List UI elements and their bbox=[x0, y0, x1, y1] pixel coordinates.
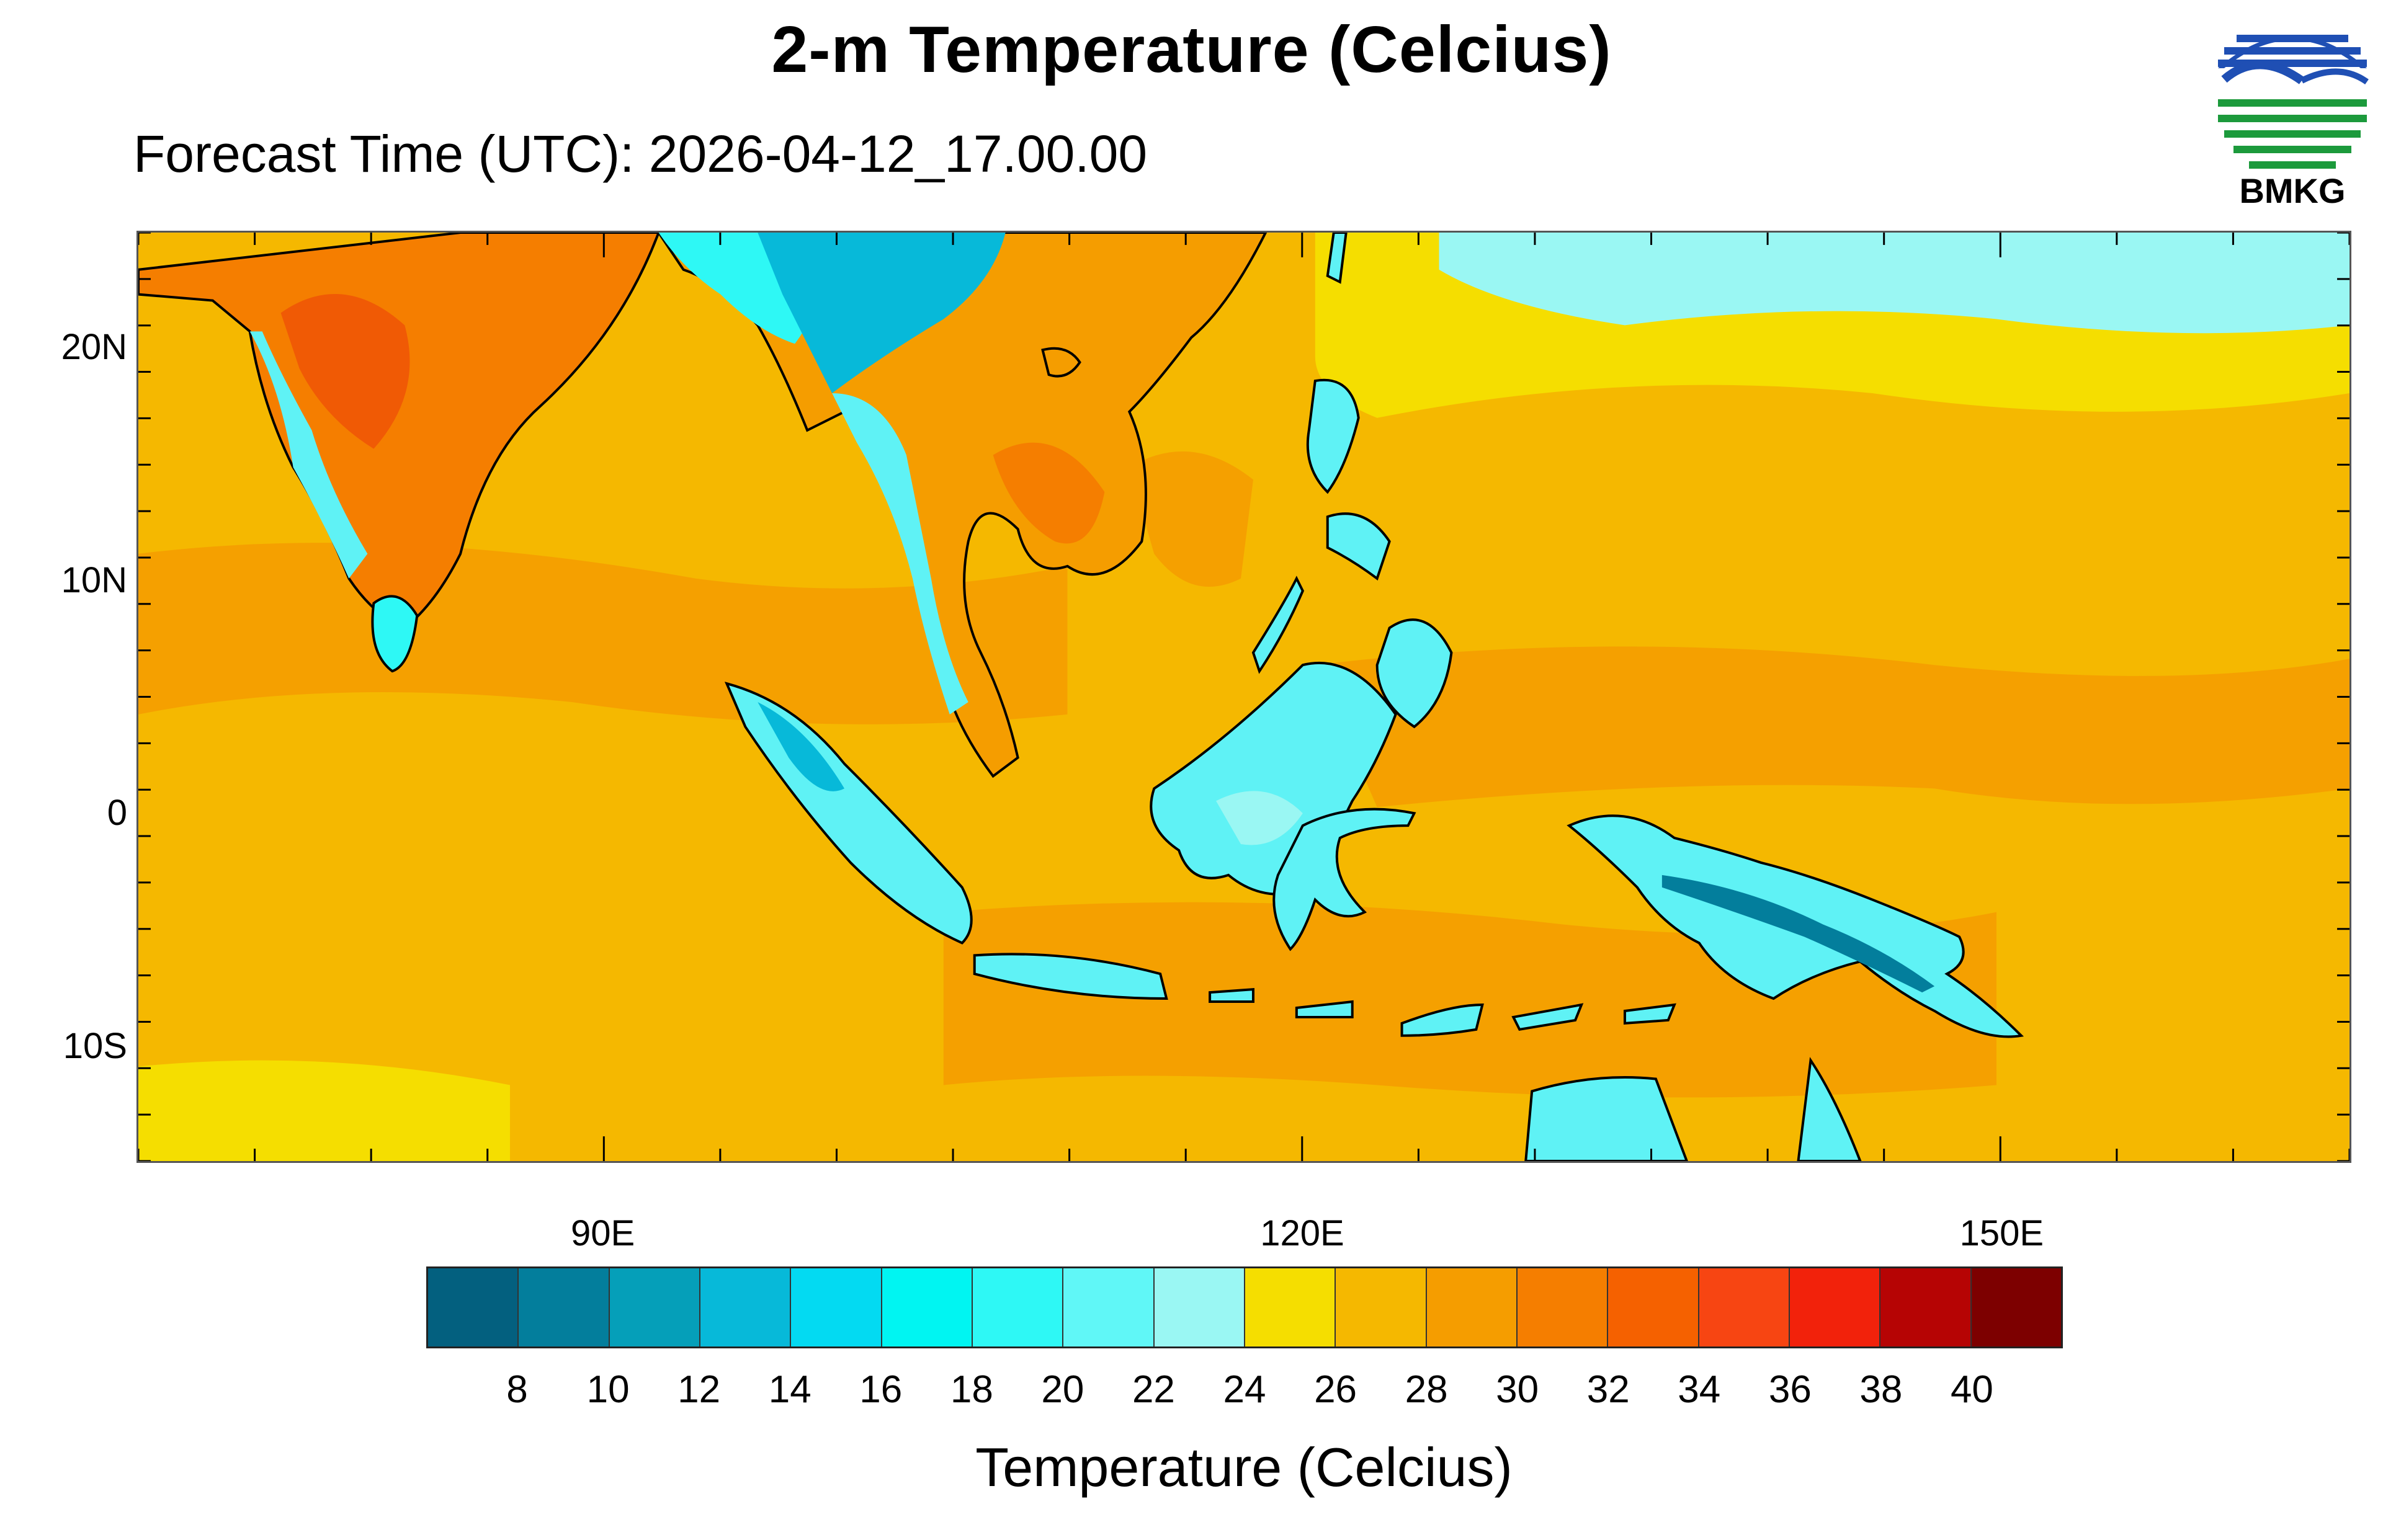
colorbar-label: 16 bbox=[859, 1368, 903, 1411]
india-landmass bbox=[138, 233, 660, 673]
new-guinea-landmass bbox=[1567, 814, 2024, 1038]
colorbar-label: 8 bbox=[506, 1368, 528, 1411]
cold-pacific-band bbox=[1439, 233, 2349, 334]
colorbar-label: 36 bbox=[1768, 1368, 1812, 1411]
colorbar-swatch bbox=[519, 1268, 610, 1346]
sulawesi-landmass bbox=[1272, 808, 1416, 951]
colorbar-swatch bbox=[1154, 1268, 1245, 1346]
sumatra-landmass bbox=[724, 682, 973, 945]
colorbar-label: 40 bbox=[1950, 1368, 1993, 1411]
colorbar-swatch bbox=[972, 1268, 1064, 1346]
australia-north-landmass bbox=[1524, 1057, 1862, 1161]
colorbar-swatch bbox=[428, 1268, 519, 1346]
colorbar-label: 34 bbox=[1678, 1368, 1721, 1411]
bmkg-logo bbox=[2218, 35, 2369, 169]
colorbar-label: 22 bbox=[1132, 1368, 1175, 1411]
lat-label: 10N bbox=[61, 559, 127, 600]
colorbar-swatch bbox=[791, 1268, 882, 1346]
philippines-landmass bbox=[1251, 378, 1453, 729]
colorbar-swatch bbox=[1426, 1268, 1518, 1346]
lat-label: 10S bbox=[63, 1026, 127, 1067]
colorbar bbox=[426, 1266, 2063, 1348]
colorbar-swatch bbox=[1245, 1268, 1336, 1346]
colorbar-label: 24 bbox=[1223, 1368, 1266, 1411]
lon-label: 150E bbox=[1959, 1213, 2044, 1253]
forecast-time: Forecast Time (UTC): 2026-04-12_17.00.00 bbox=[133, 125, 1148, 183]
logo-text: BMKG bbox=[2239, 171, 2346, 210]
colorbar-label: 18 bbox=[950, 1368, 993, 1411]
logo-green-bars bbox=[2218, 99, 2367, 169]
chart-title: 2-m Temperature (Celcius) bbox=[771, 13, 1612, 86]
map-area bbox=[136, 231, 2351, 1163]
colorbar-swatch bbox=[1608, 1268, 1699, 1346]
colorbar-swatch bbox=[700, 1268, 792, 1346]
colorbar-label: 30 bbox=[1496, 1368, 1539, 1411]
lon-label: 90E bbox=[570, 1213, 635, 1253]
java-landmass bbox=[973, 953, 1676, 1037]
colorbar-label: 28 bbox=[1405, 1368, 1448, 1411]
colorbar-label: 12 bbox=[677, 1368, 721, 1411]
indochina-landmass bbox=[657, 233, 1268, 778]
small-islands bbox=[1041, 233, 1348, 378]
colorbar-swatch bbox=[1971, 1268, 2061, 1346]
colorbar-label: 32 bbox=[1586, 1368, 1630, 1411]
colorbar-swatch bbox=[1336, 1268, 1427, 1346]
colorbar-swatch bbox=[1063, 1268, 1155, 1346]
colorbar-swatch bbox=[1789, 1268, 1881, 1346]
temperature-map bbox=[136, 231, 2351, 1163]
lon-label: 120E bbox=[1260, 1213, 1344, 1253]
tick-marks bbox=[138, 233, 2349, 1161]
colorbar-swatch bbox=[882, 1268, 973, 1346]
lat-label: 0 bbox=[107, 793, 127, 834]
colorbar-swatch bbox=[1699, 1268, 1790, 1346]
colorbar-label: 14 bbox=[768, 1368, 811, 1411]
colorbar-swatch bbox=[1517, 1268, 1609, 1346]
colorbar-label: 38 bbox=[1859, 1368, 1903, 1411]
colorbar-label: 10 bbox=[586, 1368, 630, 1411]
colorbar-label: 20 bbox=[1041, 1368, 1084, 1411]
colorbar-label: 26 bbox=[1314, 1368, 1357, 1411]
colorbar-swatch bbox=[1880, 1268, 1972, 1346]
colorbar-swatch bbox=[609, 1268, 700, 1346]
lat-label: 20N bbox=[61, 326, 127, 367]
logo-blue-arcs bbox=[2218, 35, 2369, 85]
colorbar-title: Temperature (Celcius) bbox=[975, 1436, 1513, 1498]
